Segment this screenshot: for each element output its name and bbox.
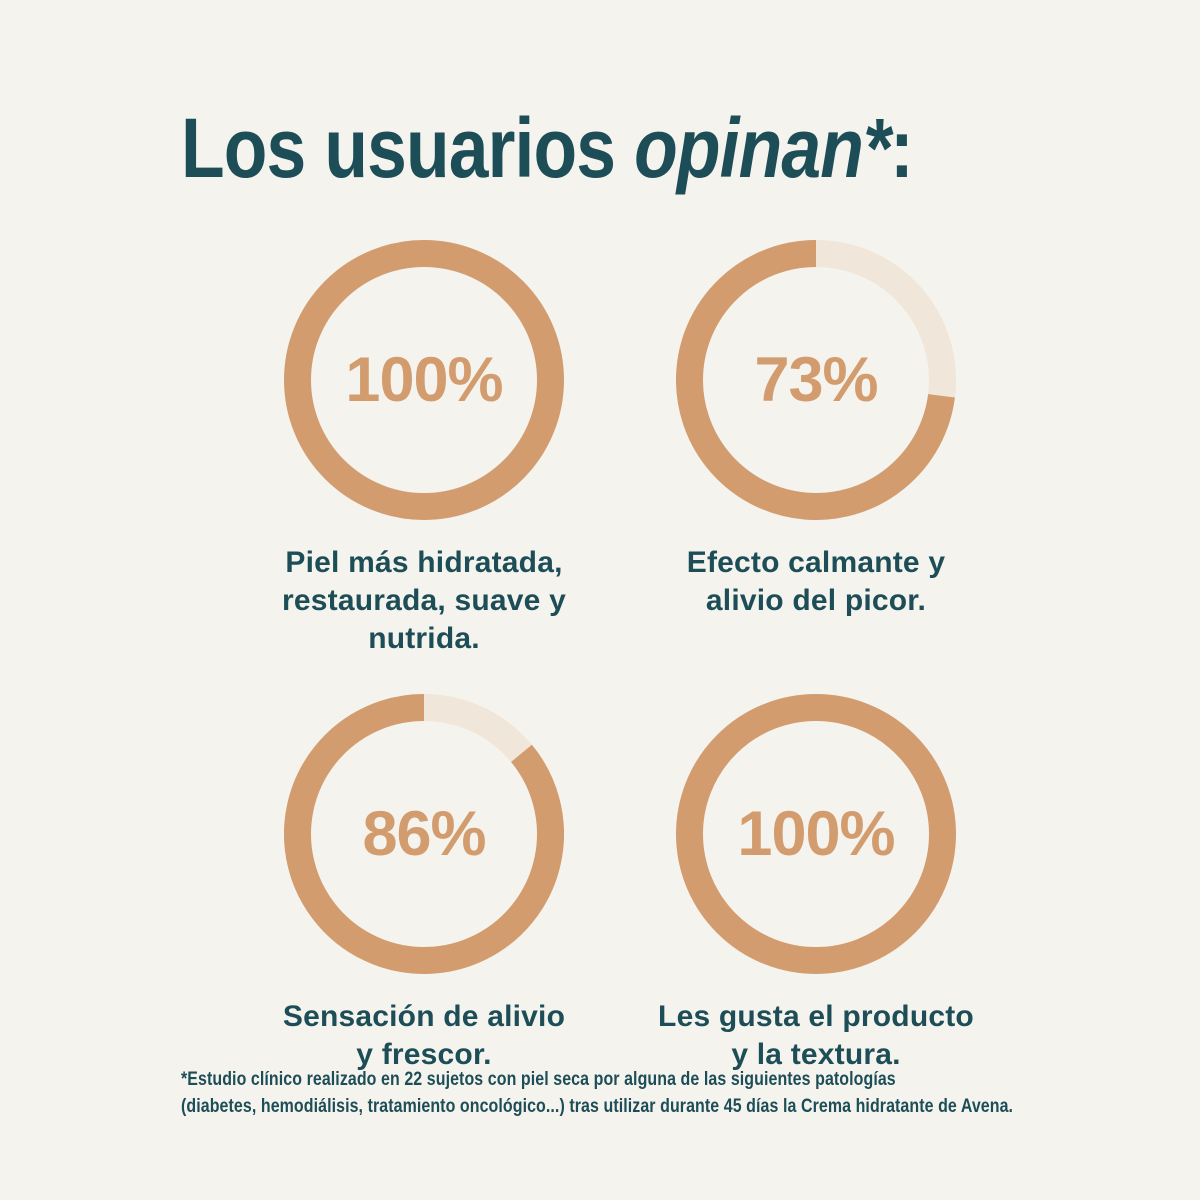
donut-percent-label: 100% (345, 345, 503, 415)
title-colon: : (890, 101, 914, 195)
donut-ring-full (676, 694, 956, 974)
donut-ring-svg (676, 240, 956, 520)
donut-caption: Efecto calmante y alivio del picor. (686, 546, 946, 617)
title-regular-text: Los usuarios (181, 101, 635, 195)
donut-chart: 100% Les gusta el producto y la textura. (620, 694, 1012, 1074)
donut-caption: Les gusta el producto y la textura. (658, 1000, 974, 1071)
donut-ring: 86% (284, 694, 564, 974)
donut-ring-fill (284, 694, 564, 974)
donut-chart: 100% Piel más hidratada, restaurada, sua… (228, 240, 620, 658)
stats-grid: 100% Piel más hidratada, restaurada, sua… (228, 240, 1012, 1074)
donut-chart: 73% Efecto calmante y alivio del picor. (620, 240, 1012, 658)
donut-ring: 73% (676, 240, 956, 520)
donut-ring-full (284, 240, 564, 520)
donut-ring: 100% (284, 240, 564, 520)
donut-ring-svg (284, 240, 564, 520)
footnote-text: *Estudio clínico realizado en 22 sujetos… (181, 1069, 1014, 1117)
donut-ring-svg (676, 694, 956, 974)
donut-ring: 100% (676, 694, 956, 974)
title-italic-text: opinan* (634, 101, 891, 195)
donut-ring-svg (284, 694, 564, 974)
donut-percent-label: 100% (737, 799, 895, 869)
donut-percent-label: 73% (754, 345, 878, 415)
donut-caption: Sensación de alivio y frescor. (282, 1000, 566, 1071)
donut-chart: 86% Sensación de alivio y frescor. (228, 694, 620, 1074)
page-title: Los usuarios opinan*: (181, 100, 914, 197)
donut-percent-label: 86% (362, 799, 486, 869)
donut-ring-fill (676, 240, 955, 520)
donut-caption: Piel más hidratada, restaurada, suave y … (282, 546, 566, 655)
